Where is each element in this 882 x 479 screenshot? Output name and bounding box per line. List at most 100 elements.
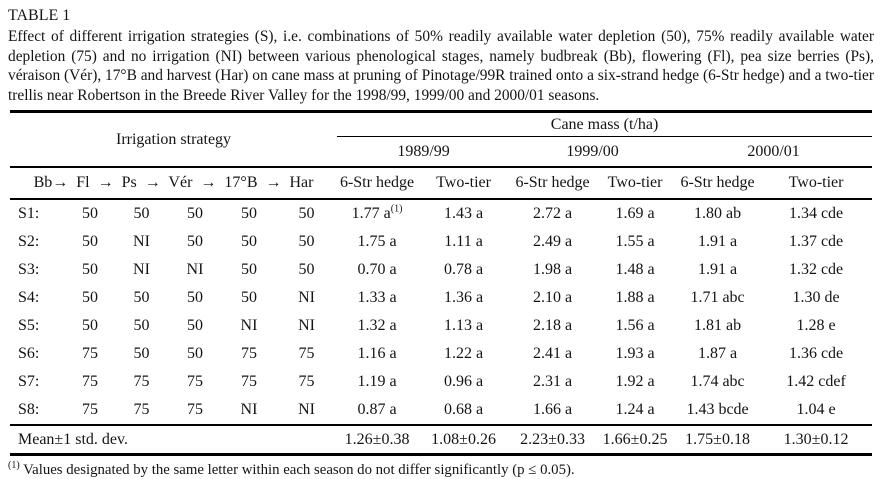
cane-mass-value: 1.98 a bbox=[532, 261, 573, 279]
summary-value: 1.30±0.12 bbox=[783, 430, 849, 448]
cane-mass-value: 0.78 a bbox=[443, 261, 484, 279]
irrigation-value: 50 bbox=[133, 289, 150, 307]
table-row: S5: 50 50 50 NI NI 1.32 a 1.13 a 2.18 a … bbox=[10, 312, 872, 340]
trellis-header: Two-tier bbox=[760, 167, 873, 201]
cane-mass-value: 1.33 a bbox=[357, 289, 397, 307]
cane-mass-value: 0.68 a bbox=[417, 396, 511, 427]
irrigation-value: 50 bbox=[133, 345, 150, 363]
strategy-label: S3: bbox=[18, 261, 40, 279]
cane-mass-value: 2.10 a bbox=[532, 289, 573, 307]
irrigation-value: 50 bbox=[241, 233, 257, 251]
summary-value: 1.08±0.26 bbox=[431, 430, 496, 448]
irrigation-value: 50 bbox=[187, 233, 203, 251]
table-row: S7: 75 75 75 75 75 1.19 a 0.96 a 2.31 a … bbox=[10, 368, 872, 396]
season-1999-00-header: 1999/00 bbox=[510, 136, 676, 169]
irrigation-value: NI bbox=[222, 396, 276, 427]
irrigation-value: 50 bbox=[187, 205, 203, 223]
cane-mass-value: 0.96 a bbox=[443, 373, 484, 391]
cane-mass-value: 1.04 e bbox=[760, 396, 873, 427]
table-row: S6: 75 50 50 75 75 1.16 a 1.22 a 2.41 a … bbox=[10, 340, 872, 368]
irrigation-value: NI bbox=[133, 261, 150, 279]
cane-mass-value: 1.43 a bbox=[443, 205, 484, 223]
irrigation-value: NI bbox=[276, 396, 338, 427]
cane-mass-value: 1.80 ab bbox=[693, 205, 742, 223]
cane-mass-value: 2.49 a bbox=[532, 233, 573, 251]
irrigation-value: 75 bbox=[133, 373, 150, 391]
cane-mass-value: 1.81 ab bbox=[693, 317, 742, 335]
irrigation-value: 75 bbox=[82, 345, 98, 363]
cane-mass-value: 1.30 de bbox=[792, 289, 840, 307]
irrigation-value: 50 bbox=[82, 289, 98, 307]
irrigation-strategy-header: Irrigation strategy bbox=[10, 111, 338, 169]
trellis-header: 6-Str hedge bbox=[510, 167, 596, 201]
cane-mass-value: 1.91 a bbox=[697, 233, 738, 251]
cane-mass-value: 1.69 a bbox=[615, 205, 655, 223]
cane-mass-value: 2.31 a bbox=[532, 373, 573, 391]
cane-mass-value: 1.24 a bbox=[595, 396, 676, 427]
irrigation-value: 50 bbox=[298, 205, 315, 223]
season-2000-01-header: 2000/01 bbox=[675, 136, 873, 169]
table-caption: Effect of different irrigation strategie… bbox=[8, 28, 874, 104]
season-1989-99-header: 1989/99 bbox=[337, 136, 511, 169]
footnote-marker: (1) bbox=[390, 204, 403, 216]
cane-mass-value: 2.18 a bbox=[532, 317, 573, 335]
irrigation-value: 75 bbox=[241, 373, 257, 391]
cane-mass-value: 1.43 bcde bbox=[675, 396, 761, 427]
irrigation-value: NI bbox=[298, 289, 315, 307]
cane-mass-value: 2.72 a bbox=[532, 205, 573, 223]
table-row: S3: 50 NI NI 50 50 0.70 a 0.78 a 1.98 a … bbox=[10, 256, 872, 284]
footnote-text: Values designated by the same letter wit… bbox=[23, 462, 575, 479]
irrigation-value: 75 bbox=[82, 373, 98, 391]
cane-mass-value: 1.87 a bbox=[697, 345, 738, 363]
summary-value: 2.23±0.33 bbox=[520, 430, 585, 448]
cane-mass-value: 1.92 a bbox=[615, 373, 655, 391]
cane-mass-value: 2.41 a bbox=[532, 345, 573, 363]
irrigation-value: NI bbox=[186, 261, 204, 279]
table-row: S4: 50 50 50 50 NI 1.33 a 1.36 a 2.10 a … bbox=[10, 284, 872, 312]
strategy-label: S7: bbox=[18, 373, 40, 391]
phenological-stages-header: Bb→ Fl → Ps → Vér → 17°B → Har bbox=[10, 167, 338, 201]
table-row: S8: 75 75 75 NI NI 0.87 a 0.68 a 1.66 a … bbox=[10, 396, 873, 427]
cane-mass-value: 1.34 cde bbox=[788, 205, 844, 223]
cane-mass-value: 1.28 e bbox=[796, 317, 836, 335]
table-title: TABLE 1 bbox=[8, 7, 71, 24]
header-row-columns: Bb→ Fl → Ps → Vér → 17°B → Har 6-Str hed… bbox=[10, 167, 873, 201]
header-row-seasons: 1989/99 1999/00 2000/01 bbox=[10, 136, 873, 169]
cane-mass-value: 1.42 cdef bbox=[786, 373, 846, 391]
cane-mass-value: 1.56 a bbox=[615, 317, 655, 335]
cane-mass-value: 1.93 a bbox=[615, 345, 655, 363]
irrigation-value: 75 bbox=[298, 373, 315, 391]
table-row: S1: 50 50 50 50 50 1.77 a(1) 1.43 a 2.72… bbox=[10, 199, 872, 228]
irrigation-value: 50 bbox=[82, 261, 98, 279]
summary-value: 1.26±0.38 bbox=[344, 430, 410, 448]
irrigation-value: 50 bbox=[133, 317, 150, 335]
cane-mass-value: 1.36 a bbox=[443, 289, 484, 307]
cane-mass-value: 1.91 a bbox=[697, 261, 738, 279]
irrigation-value: 50 bbox=[187, 289, 203, 307]
cane-mass-value: 1.32 a bbox=[357, 317, 397, 335]
irrigation-value: 50 bbox=[82, 233, 98, 251]
cane-mass-value: 0.87 a bbox=[337, 396, 418, 427]
irrigation-value: 50 bbox=[241, 205, 257, 223]
summary-row: Mean±1 std. dev. 1.26±0.38 1.08±0.26 2.2… bbox=[10, 425, 872, 455]
strategy-label: S5: bbox=[18, 317, 40, 335]
trellis-header: Two-tier bbox=[595, 167, 676, 201]
cane-mass-value: 1.55 a bbox=[615, 233, 655, 251]
irrigation-value: 50 bbox=[133, 205, 150, 223]
summary-label: Mean±1 std. dev. bbox=[18, 430, 128, 448]
cane-mass-value: 0.70 a bbox=[357, 261, 397, 279]
cane-mass-header: Cane mass (t/ha) bbox=[337, 111, 873, 138]
cane-mass-value: 1.66 a bbox=[510, 396, 596, 427]
irrigation-value: 75 bbox=[115, 396, 168, 427]
irrigation-value: 50 bbox=[82, 205, 98, 223]
strategy-label: S2: bbox=[18, 233, 40, 251]
strategy-label: S6: bbox=[18, 345, 40, 363]
table-footnote: (1) Values designated by the same letter… bbox=[0, 456, 882, 479]
table-row: S2: 50 NI 50 50 50 1.75 a 1.11 a 2.49 a … bbox=[10, 228, 872, 256]
cane-mass-value: 1.37 cde bbox=[788, 233, 844, 251]
irrigation-value: 50 bbox=[298, 233, 315, 251]
irrigation-value: 50 bbox=[241, 289, 257, 307]
irrigation-value: 75 bbox=[241, 345, 257, 363]
cane-mass-value: 1.71 abc bbox=[690, 289, 745, 307]
irrigation-strategy-table: Irrigation strategy Cane mass (t/ha) 198… bbox=[10, 110, 873, 457]
